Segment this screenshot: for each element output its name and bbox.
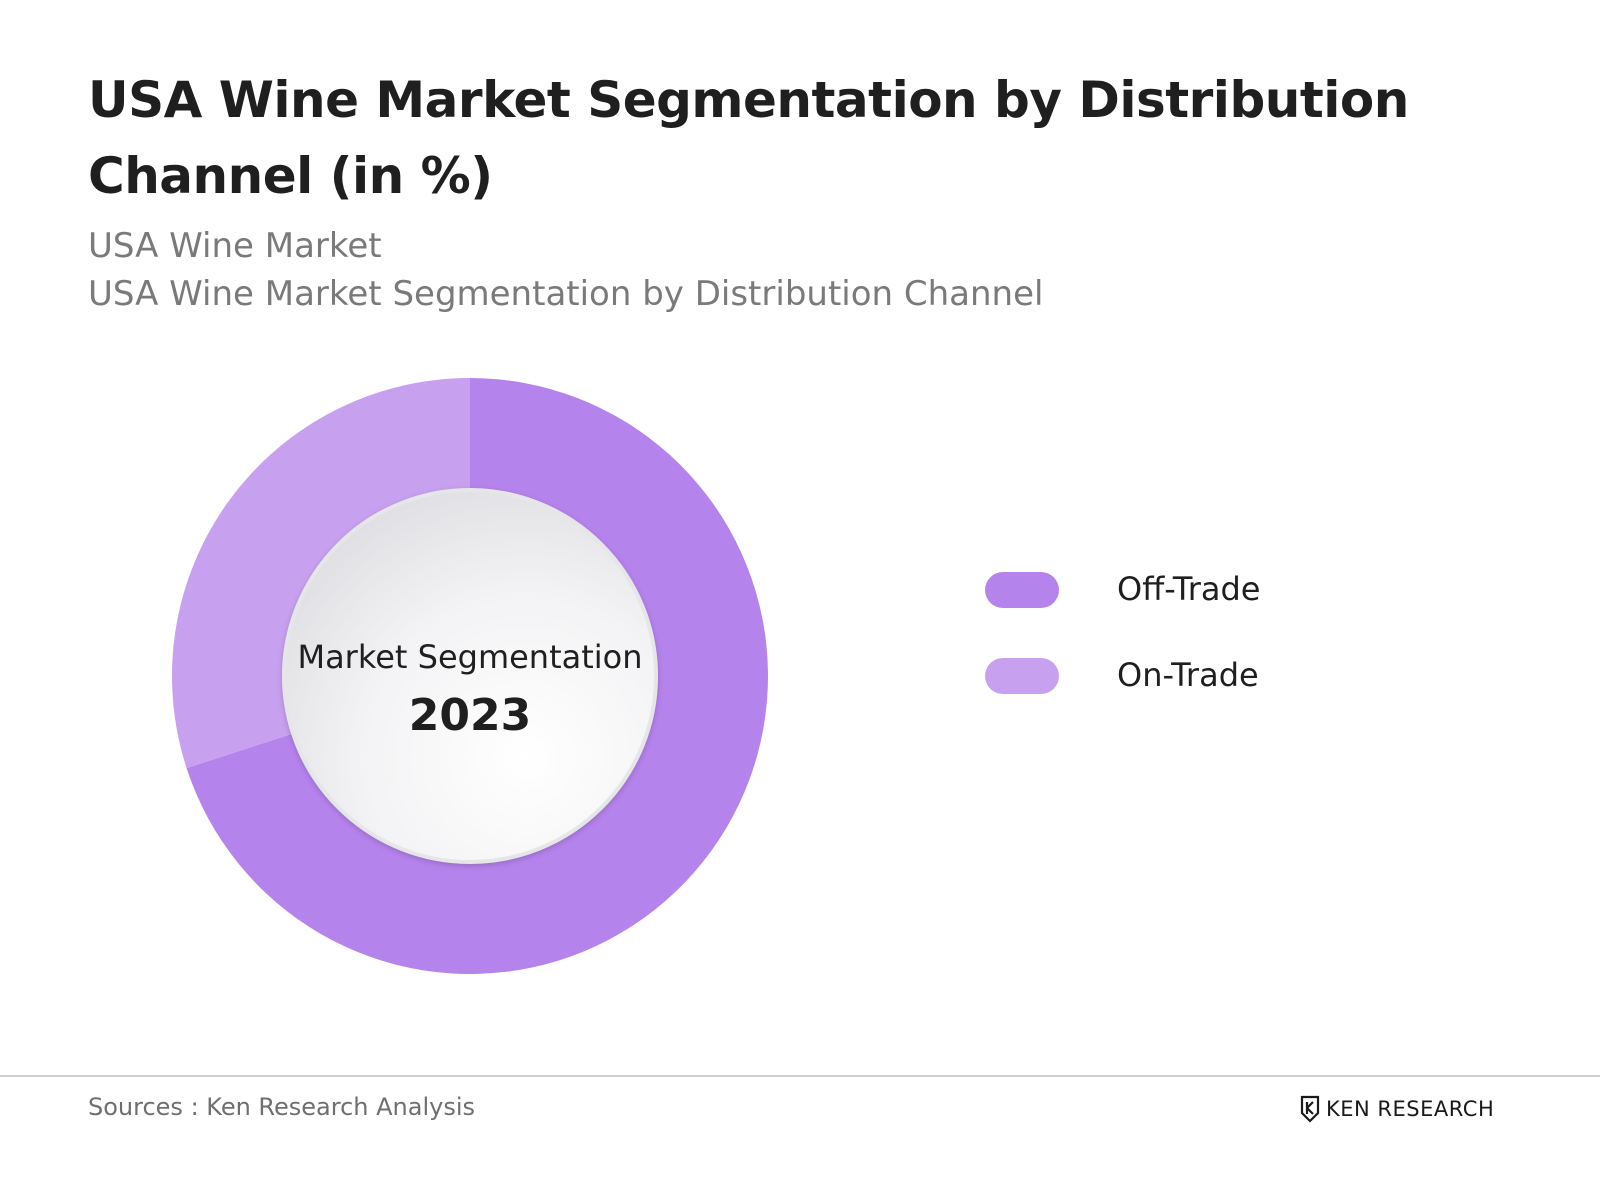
- legend-label-on-trade: On-Trade: [1117, 656, 1259, 694]
- source-note: Sources : Ken Research Analysis: [88, 1093, 476, 1121]
- chart-subtitle-market: USA Wine Market: [88, 226, 382, 266]
- legend-label-off-trade: Off-Trade: [1117, 570, 1261, 608]
- legend-swatch-off-trade: [985, 572, 1059, 608]
- brand-name: KEN RESEARCH: [1326, 1097, 1495, 1121]
- chart-subtitle-segment: USA Wine Market Segmentation by Distribu…: [88, 274, 1044, 314]
- donut-center-label: Market Segmentation: [297, 638, 643, 676]
- donut-slices: [171, 377, 768, 974]
- chart-title: USA Wine Market Segmentation by Distribu…: [88, 71, 1409, 205]
- donut-center-disc: [282, 488, 658, 864]
- ken-research-logo-icon: [1300, 1095, 1320, 1123]
- donut-center-year: 2023: [408, 690, 532, 741]
- donut-slice-on-trade: [171, 378, 470, 769]
- legend-swatch-on-trade: [985, 658, 1059, 694]
- footer-divider: [0, 1075, 1600, 1077]
- brand-logo: KEN RESEARCH: [1300, 1094, 1494, 1124]
- donut-slice-off-trade: [186, 377, 768, 974]
